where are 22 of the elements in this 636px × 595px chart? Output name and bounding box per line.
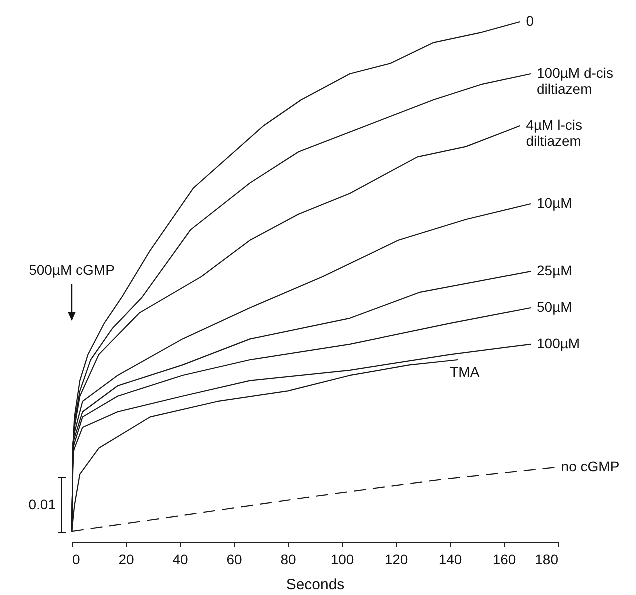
x-tick-label: 80 xyxy=(280,552,296,568)
x-tick-label: 20 xyxy=(118,552,134,568)
x-tick-label: 0 xyxy=(72,552,80,568)
x-tick-label: 40 xyxy=(172,552,188,568)
text: 0.01 xyxy=(28,496,56,512)
x-axis-title: Seconds xyxy=(286,576,345,594)
series-label: 100µM xyxy=(537,335,580,352)
x-tick-label: 140 xyxy=(438,552,462,568)
series-label: 4µM l-cis diltiazem xyxy=(526,117,582,149)
x-tick-label: 100 xyxy=(330,552,354,568)
series-label: TMA xyxy=(450,364,480,380)
series-label: 0 xyxy=(526,13,534,29)
series-label: 100µM d-cis diltiazem xyxy=(537,65,614,97)
annotation: 500µM cGMP xyxy=(29,262,115,278)
x-tick-label: 120 xyxy=(384,552,408,568)
series-label: no cGMP xyxy=(561,458,620,475)
x-tick-label: 180 xyxy=(535,552,559,568)
series-label: 25µM xyxy=(537,262,572,279)
series-label: 10µM xyxy=(537,195,572,211)
x-tick-label: 60 xyxy=(226,552,242,568)
x-tick-label: 160 xyxy=(492,552,516,568)
series-label: 50µM xyxy=(537,299,572,315)
